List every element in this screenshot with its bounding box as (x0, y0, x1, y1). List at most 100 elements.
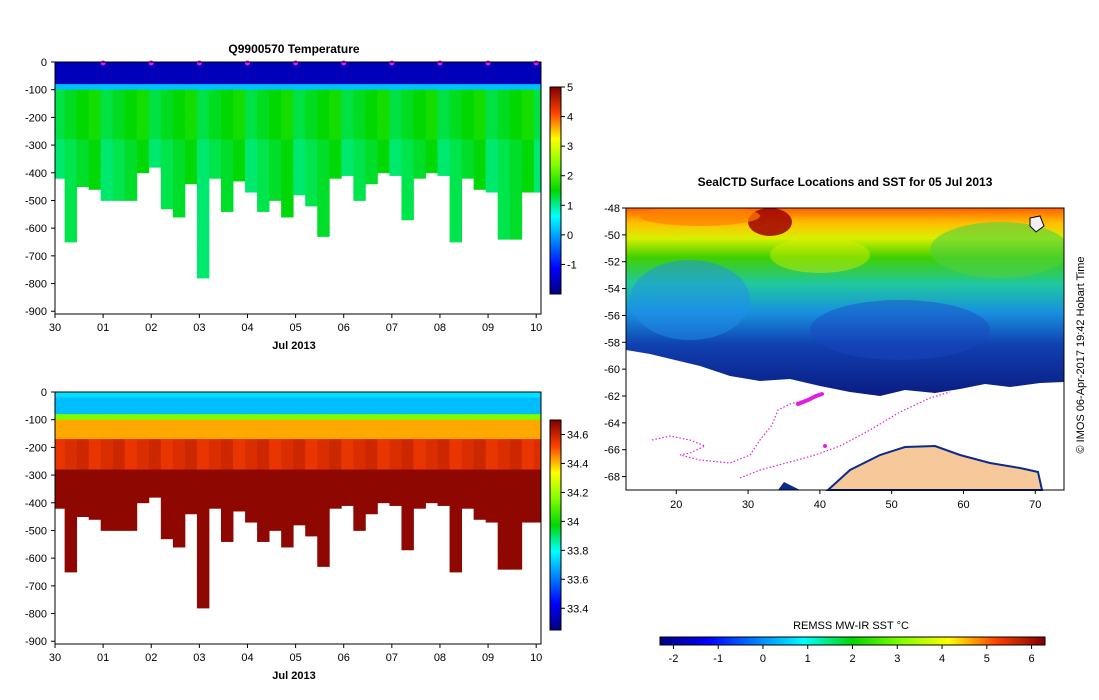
section-cell (485, 452, 499, 470)
section-cell (55, 397, 66, 404)
section-cell (449, 486, 463, 504)
section-cell (233, 428, 246, 440)
section-cell (100, 98, 114, 110)
section-cell (221, 98, 234, 110)
section-cell (365, 89, 378, 99)
section-cell (377, 67, 390, 74)
section-cell (485, 139, 499, 157)
section-cell (365, 109, 378, 124)
section-cell (533, 109, 542, 124)
section-cell (497, 419, 511, 429)
section-cell (55, 419, 66, 429)
section-cell (389, 408, 402, 415)
section-cell (160, 98, 174, 110)
section-cell (245, 486, 258, 504)
section-cell (196, 172, 210, 196)
section-cell (88, 98, 102, 110)
sst-map-y-axis: -48 -50 -52 -54 -56 -58 -60 -62 -64 -66 -68 (604, 203, 626, 484)
section-cell (365, 78, 378, 85)
section-cell (329, 403, 342, 410)
section-cell (148, 469, 162, 487)
section-cell (184, 84, 198, 91)
section-cell (413, 109, 426, 124)
section-cell (257, 397, 270, 404)
section-cell (497, 98, 511, 110)
section-cell (245, 109, 258, 124)
y-tick-label: -800 (25, 279, 47, 291)
section-cell (497, 156, 511, 174)
section-cell (461, 62, 475, 68)
section-cell (184, 89, 198, 99)
section-cell (329, 109, 342, 124)
section-cell (64, 156, 78, 174)
section-cell (473, 403, 487, 410)
section-cell (401, 419, 414, 429)
section-cell (341, 62, 354, 68)
section-cell (425, 452, 438, 470)
section-cell (124, 392, 138, 398)
x-tick-label: 30 (742, 499, 754, 511)
surface-marker (244, 60, 250, 66)
salinity-plot-frame (54, 391, 542, 645)
section-cell (437, 439, 450, 454)
section-cell (473, 78, 487, 85)
section-cell (196, 84, 210, 91)
y-tick-label: -500 (25, 525, 47, 537)
section-cell (208, 452, 222, 470)
section-cell (497, 67, 511, 74)
section-cell (148, 397, 162, 404)
section-cell (76, 109, 90, 124)
section-cell (208, 486, 222, 504)
section-cell (281, 428, 294, 440)
y-tick-label: -600 (25, 553, 47, 565)
section-cell (401, 98, 414, 110)
section-cell (533, 98, 542, 110)
section-cell (172, 414, 186, 421)
section-cell (124, 408, 138, 415)
section-cell (401, 67, 414, 74)
sst-colorbar-ticks: -2 -1 0 1 2 3 4 5 6 (669, 645, 1035, 665)
section-cell (353, 84, 366, 91)
section-cell (329, 89, 342, 99)
section-cell (245, 84, 258, 91)
x-tick-label: 09 (482, 322, 494, 334)
section-cell (112, 139, 126, 157)
temperature-panel: Q9900570 Temperature 0 -100 -200 -300 -400 -5… (25, 42, 577, 352)
section-cell (425, 419, 438, 429)
section-cell (293, 67, 306, 74)
sst-field (626, 208, 1064, 396)
section-cell (329, 156, 342, 174)
section-cell (377, 397, 390, 404)
section-cell (196, 547, 210, 573)
section-cell (100, 62, 114, 68)
section-cell (55, 139, 66, 157)
section-cell (196, 439, 210, 454)
section-cell (196, 486, 210, 504)
section-cell (124, 172, 138, 196)
section-cell (521, 156, 535, 174)
section-cell (293, 62, 306, 68)
section-cell (148, 73, 162, 80)
section-cell (208, 469, 222, 487)
section-cell (449, 547, 463, 573)
section-cell (485, 73, 499, 80)
section-cell (353, 156, 366, 174)
section-cell (389, 403, 402, 410)
section-cell (305, 414, 318, 421)
section-cell (196, 397, 210, 404)
section-cell (509, 139, 523, 157)
section-cell (449, 172, 463, 196)
section-cell (401, 392, 414, 398)
section-cell (329, 439, 342, 454)
section-cell (100, 524, 114, 531)
section-cell (136, 486, 150, 504)
section-cell (329, 67, 342, 74)
section-cell (293, 172, 306, 196)
section-cell (100, 109, 114, 124)
section-cell (389, 397, 402, 404)
section-cell (160, 408, 174, 415)
section-cell (509, 502, 523, 526)
section-cell (461, 392, 475, 398)
section-cell (533, 419, 542, 429)
